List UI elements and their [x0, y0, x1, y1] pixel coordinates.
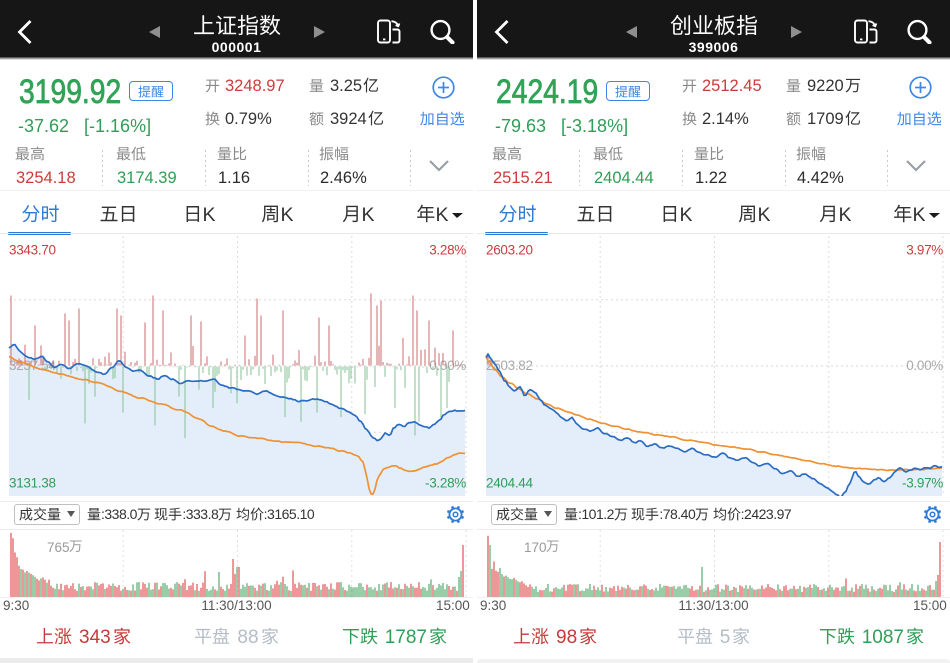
- svg-text:0.00%: 0.00%: [906, 358, 943, 373]
- svg-text:765: 765: [47, 540, 70, 555]
- svg-text:-3.97%: -3.97%: [902, 476, 943, 491]
- svg-text:2603.20: 2603.20: [486, 243, 533, 258]
- svg-text:3131.38: 3131.38: [9, 476, 56, 491]
- svg-text:3.28%: 3.28%: [429, 243, 466, 258]
- svg-text:3.97%: 3.97%: [906, 243, 943, 258]
- svg-text:3343.70: 3343.70: [9, 243, 56, 258]
- svg-text:-3.28%: -3.28%: [425, 476, 466, 491]
- svg-text:170: 170: [524, 540, 547, 555]
- svg-text:2404.44: 2404.44: [486, 476, 533, 491]
